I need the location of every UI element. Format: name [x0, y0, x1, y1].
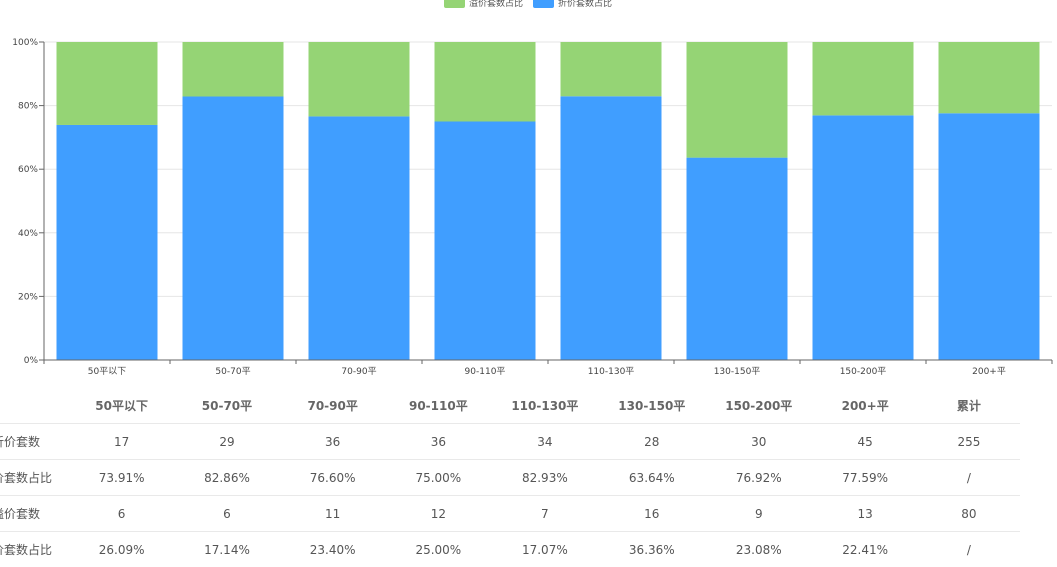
table-cell: 75.00%: [386, 460, 492, 496]
chart-legend: 溢价套数占比 折价套数占比: [444, 0, 612, 9]
table-cell: 9: [705, 496, 812, 532]
table-row: 溢价套数 6 6 11 12 7 16 9 13 80: [0, 496, 1020, 532]
bar-discount-share: [687, 158, 788, 360]
legend-label-premium: 溢价套数占比: [469, 0, 523, 9]
table-cell: 6: [69, 496, 174, 532]
bar-premium-share: [687, 42, 788, 158]
table-cell: 17.07%: [491, 532, 598, 567]
legend-swatch-premium: [444, 0, 465, 8]
stacked-bar-chart: 0% 20% 40% 60% 80% 100% 50平以下 50-70平 70-90平 90-11…: [0, 0, 1057, 385]
table-cell: 17.14%: [174, 532, 280, 567]
table-header-cell: 130-150平: [599, 388, 706, 424]
table-cell: 45: [812, 424, 917, 460]
x-tick-label: 200+平: [972, 366, 1006, 377]
table-cell: 30: [705, 424, 812, 460]
y-tick-label: 20%: [18, 292, 38, 302]
bar-premium-share: [813, 42, 914, 115]
table-cell: 36: [280, 424, 386, 460]
table-cell: 34: [491, 424, 598, 460]
table-cell: 12: [386, 496, 492, 532]
table-cell: 76.92%: [705, 460, 812, 496]
row-label: 溢价套数: [0, 496, 69, 532]
table-cell: 23.40%: [280, 532, 386, 567]
table-cell: 82.86%: [174, 460, 280, 496]
chart-canvas: 0% 20% 40% 60% 80% 100% 50平以下 50-70平 70-90平 90-11…: [0, 0, 1057, 385]
table-header-cell: [0, 388, 69, 424]
bar-discount-share: [57, 125, 158, 360]
bar-premium-share: [183, 42, 284, 97]
table-header-cell: 200+平: [812, 388, 917, 424]
bar-discount-share: [561, 96, 662, 360]
table-cell: 11: [280, 496, 386, 532]
table-header-cell: 50平以下: [69, 388, 174, 424]
table-header-cell: 150-200平: [705, 388, 812, 424]
table-header-cell: 110-130平: [491, 388, 598, 424]
bar-premium-share: [57, 42, 158, 125]
table-cell: 6: [174, 496, 280, 532]
x-tick-label: 50-70平: [215, 366, 250, 377]
y-tick-label: 60%: [18, 165, 38, 175]
table-cell: 22.41%: [812, 532, 917, 567]
table-cell: 255: [918, 424, 1020, 460]
table-cell: 25.00%: [386, 532, 492, 567]
table-cell: 36: [386, 424, 492, 460]
table-cell: 23.08%: [705, 532, 812, 567]
table-cell: 80: [918, 496, 1020, 532]
data-table: 50平以下 50-70平 70-90平 90-110平 110-130平 130…: [0, 388, 1020, 567]
table-cell: 63.64%: [599, 460, 706, 496]
y-tick-label: 80%: [18, 102, 38, 112]
table-cell: 77.59%: [812, 460, 917, 496]
row-label: 溢价套数占比: [0, 532, 69, 567]
table-header-row: 50平以下 50-70平 70-90平 90-110平 110-130平 130…: [0, 388, 1020, 424]
table-cell: 29: [174, 424, 280, 460]
x-tick-label: 150-200平: [840, 366, 887, 377]
table-cell: 16: [599, 496, 706, 532]
table-cell: 73.91%: [69, 460, 174, 496]
bar-premium-share: [561, 42, 662, 96]
x-tick-label: 70-90平: [341, 366, 376, 377]
table-cell: /: [918, 532, 1020, 567]
x-tick-label: 110-130平: [588, 366, 635, 377]
table-row: 折价套数占比 73.91% 82.86% 76.60% 75.00% 82.93…: [0, 460, 1020, 496]
table-cell: 82.93%: [491, 460, 598, 496]
legend-item-discount[interactable]: 折价套数占比: [533, 0, 612, 9]
legend-item-premium[interactable]: 溢价套数占比: [444, 0, 523, 9]
y-tick-label: 100%: [12, 38, 38, 48]
x-tick-label: 90-110平: [465, 366, 506, 377]
table-cell: 26.09%: [69, 532, 174, 567]
table-cell: /: [918, 460, 1020, 496]
bar-premium-share: [939, 42, 1040, 113]
bar-discount-share: [309, 116, 410, 360]
row-label: 折价套数占比: [0, 460, 69, 496]
y-tick-label: 0%: [24, 356, 39, 366]
bar-premium-share: [435, 42, 536, 122]
table-row: 溢价套数占比 26.09% 17.14% 23.40% 25.00% 17.07…: [0, 532, 1020, 567]
bar-premium-share: [309, 42, 410, 116]
legend-label-discount: 折价套数占比: [558, 0, 612, 9]
table-header-cell: 50-70平: [174, 388, 280, 424]
legend-swatch-discount: [533, 0, 554, 8]
table-cell: 17: [69, 424, 174, 460]
table-header-cell: 累计: [918, 388, 1020, 424]
table-row: 折价套数 17 29 36 36 34 28 30 45 255: [0, 424, 1020, 460]
bar-discount-share: [939, 113, 1040, 360]
x-tick-label: 50平以下: [88, 366, 126, 377]
table-cell: 7: [491, 496, 598, 532]
bar-discount-share: [435, 122, 536, 361]
bar-discount-share: [813, 115, 914, 360]
x-tick-label: 130-150平: [714, 366, 761, 377]
table-header-cell: 70-90平: [280, 388, 386, 424]
table-cell: 13: [812, 496, 917, 532]
table-cell: 36.36%: [599, 532, 706, 567]
row-label: 折价套数: [0, 424, 69, 460]
y-tick-label: 40%: [18, 229, 38, 239]
bar-discount-share: [183, 97, 284, 360]
table-cell: 76.60%: [280, 460, 386, 496]
table-header-cell: 90-110平: [386, 388, 492, 424]
table-cell: 28: [599, 424, 706, 460]
